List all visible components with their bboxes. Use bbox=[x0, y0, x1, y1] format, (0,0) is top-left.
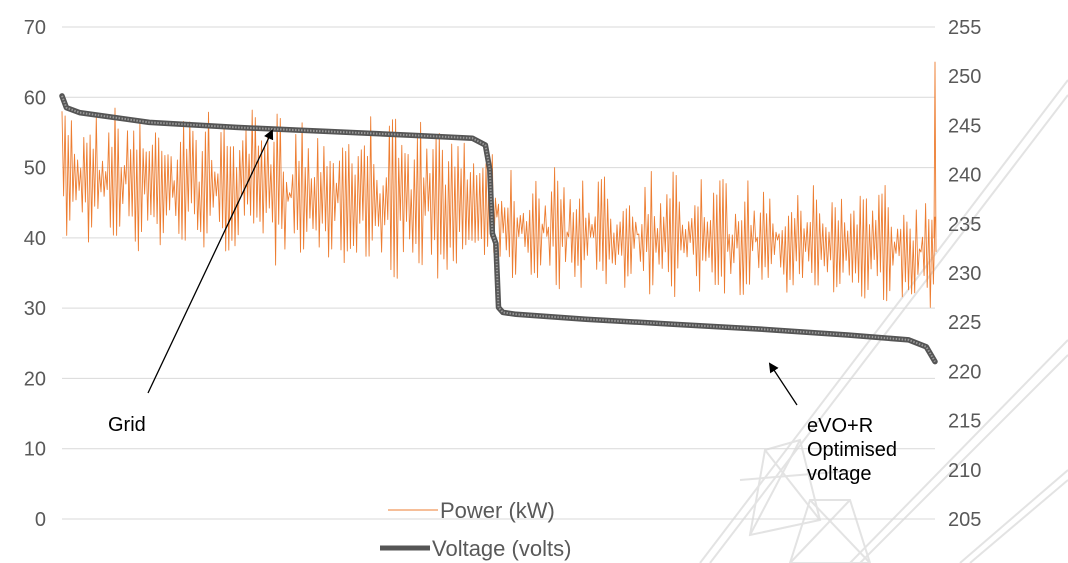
left-tick-label: 40 bbox=[24, 228, 46, 250]
left-tick-label: 60 bbox=[24, 87, 46, 109]
right-tick-label: 235 bbox=[948, 214, 981, 236]
grid-arrow bbox=[147, 129, 274, 394]
right-tick-label: 245 bbox=[948, 115, 981, 137]
right-tick-label: 255 bbox=[948, 17, 981, 39]
right-tick-label: 250 bbox=[948, 66, 981, 88]
right-tick-label: 205 bbox=[948, 509, 981, 531]
legend-voltage-label: Voltage (volts) bbox=[432, 536, 571, 561]
voltage-line-texture bbox=[61, 95, 936, 363]
evo-arrow bbox=[768, 362, 798, 406]
evo-annotation-line: voltage bbox=[807, 463, 872, 485]
pylon-watermark-icon bbox=[699, 79, 1068, 563]
left-tick-label: 10 bbox=[24, 439, 46, 461]
left-tick-label: 70 bbox=[24, 17, 46, 39]
left-tick-label: 50 bbox=[24, 158, 46, 180]
left-tick-label: 20 bbox=[24, 368, 46, 390]
left-tick-label: 0 bbox=[35, 509, 46, 531]
left-axis: 0 10 20 30 40 50 60 70 bbox=[24, 17, 46, 531]
power-series bbox=[61, 61, 937, 308]
right-tick-label: 230 bbox=[948, 263, 981, 285]
right-axis: 205 210 215 220 225 230 235 240 245 250 255 bbox=[948, 17, 981, 531]
right-tick-label: 220 bbox=[948, 361, 981, 383]
right-tick-label: 215 bbox=[948, 411, 981, 433]
right-tick-label: 210 bbox=[948, 460, 981, 482]
right-tick-label: 225 bbox=[948, 312, 981, 334]
right-tick-label: 240 bbox=[948, 165, 981, 187]
legend: Power (kW) Voltage (volts) bbox=[380, 498, 571, 561]
left-tick-label: 30 bbox=[24, 298, 46, 320]
power-line bbox=[61, 61, 937, 308]
grid-annotation: Grid bbox=[108, 414, 146, 436]
gridlines bbox=[62, 26, 935, 520]
evo-annotation-line: eVO+R bbox=[807, 415, 873, 437]
voltage-series bbox=[59, 93, 938, 365]
legend-power-label: Power (kW) bbox=[440, 498, 555, 523]
evo-annotation-line: Optimised bbox=[807, 439, 897, 461]
